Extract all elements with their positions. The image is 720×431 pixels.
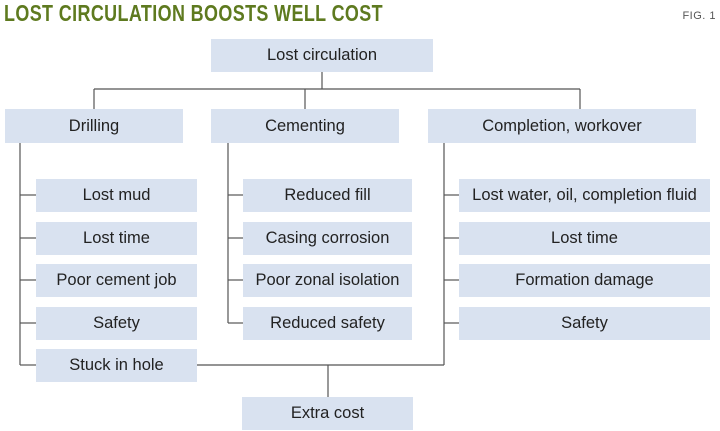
- item-label: Safety: [93, 314, 140, 332]
- item-label: Stuck in hole: [69, 356, 164, 374]
- item-label: Formation damage: [515, 271, 654, 289]
- category-label: Drilling: [68, 116, 120, 135]
- root-label: Lost circulation: [266, 46, 378, 64]
- cementing-item: Reduced safety: [243, 307, 412, 340]
- figure-number: FIG. 1: [682, 10, 716, 22]
- item-label: Safety: [561, 314, 608, 332]
- drilling-item: Stuck in hole: [36, 349, 197, 382]
- result-box: Extra cost: [242, 397, 413, 430]
- category-drilling: Drilling: [5, 109, 183, 143]
- drilling-item: Lost time: [36, 222, 197, 255]
- item-label: Poor cement job: [56, 271, 177, 289]
- figure-title: LOST CIRCULATION BOOSTS WELL COST: [4, 0, 383, 26]
- item-label: Reduced safety: [270, 314, 385, 332]
- cementing-item: Casing corrosion: [243, 222, 412, 255]
- category-completion-workover: Completion, workover: [428, 109, 696, 143]
- completion-item: Formation damage: [459, 264, 710, 297]
- item-label: Lost mud: [82, 186, 151, 204]
- completion-item: Safety: [459, 307, 710, 340]
- category-label: Completion, workover: [482, 116, 642, 135]
- cementing-item: Poor zonal isolation: [243, 264, 412, 297]
- item-label: Poor zonal isolation: [255, 271, 400, 289]
- completion-item: Lost time: [459, 222, 710, 255]
- drilling-item: Safety: [36, 307, 197, 340]
- root-box: Lost circulation: [211, 39, 433, 72]
- item-label: Lost time: [551, 229, 618, 247]
- completion-item: Lost water, oil, completion fluid: [459, 179, 710, 212]
- result-label: Extra cost: [290, 404, 365, 422]
- item-label: Lost time: [83, 229, 150, 247]
- item-label: Lost water, oil, completion fluid: [472, 186, 697, 204]
- cementing-item: Reduced fill: [243, 179, 412, 212]
- category-label: Cementing: [265, 116, 345, 135]
- item-label: Reduced fill: [284, 186, 371, 204]
- drilling-item: Poor cement job: [36, 264, 197, 297]
- drilling-item: Lost mud: [36, 179, 197, 212]
- category-cementing: Cementing: [211, 109, 399, 143]
- item-label: Casing corrosion: [265, 229, 390, 247]
